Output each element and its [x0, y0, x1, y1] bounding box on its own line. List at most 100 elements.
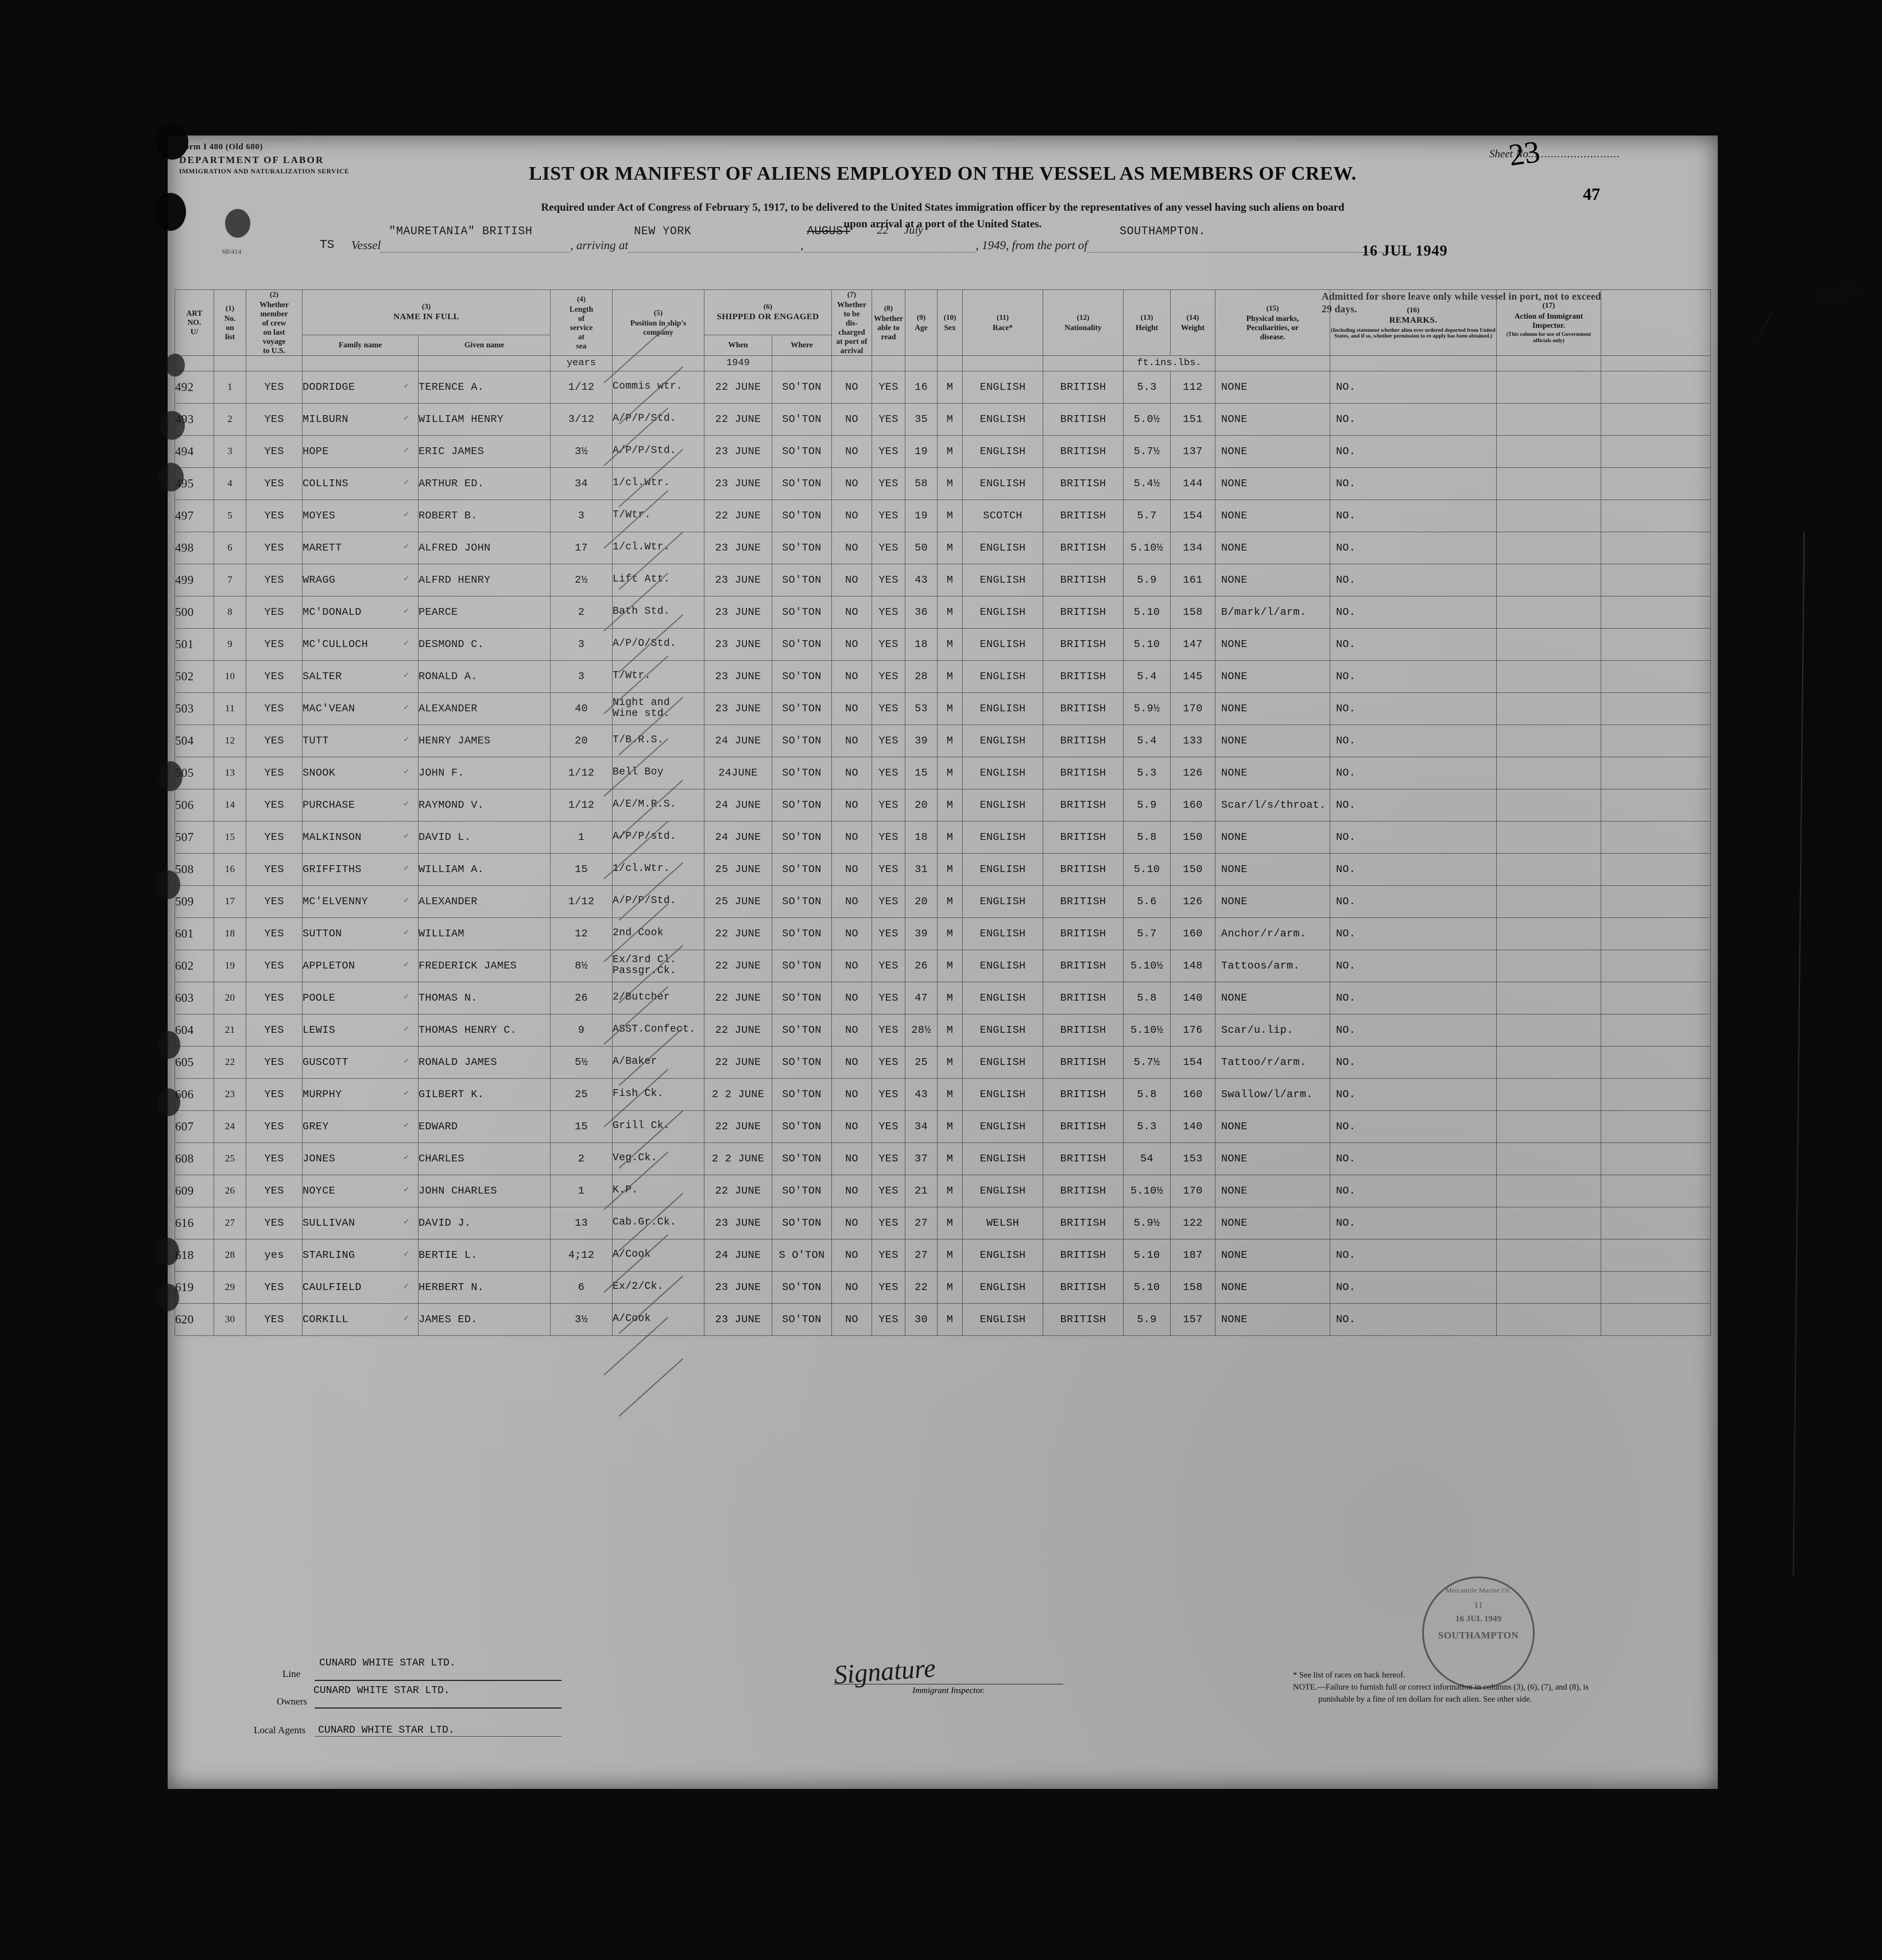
cell-shipped-where: SO'TON	[772, 531, 832, 564]
cell-article-no: 601	[175, 917, 214, 950]
table-row: 493 2 YES MILBURN ✓ WILLIAM HENRY 3/12 A/P/P/St…	[175, 402, 1711, 436]
cell-physical-marks: NONE	[1215, 1238, 1330, 1272]
table-row: 508 16 YES GRIFFITHS ✓ WILLIAM A. 15 1/cl.Wtr. 2…	[175, 853, 1711, 886]
checkmark-icon: ✓	[404, 831, 409, 841]
cell-remarks: NO.	[1330, 1174, 1497, 1207]
cell-shipped-when: 24JUNE	[704, 756, 772, 789]
cell-crew-last-voyage: YES	[246, 370, 303, 404]
cell-position: T/B.R.S.	[612, 724, 704, 757]
unit-blank-7	[831, 355, 872, 371]
cell-inspector-action	[1496, 756, 1601, 789]
cell-list-no: 9	[214, 627, 246, 661]
table-row: 505 13 YES SNOOK ✓ JOHN F. 1/12 Bell Boy 24JUNE S…	[175, 756, 1711, 789]
cell-physical-marks: NONE	[1215, 402, 1330, 436]
cell-family-name: HOPE ✓	[302, 435, 419, 468]
cell-family-name: GUSCOTT ✓	[302, 1045, 419, 1079]
table-units-row: years 1949 ft.ins.lbs.	[175, 355, 1711, 371]
cell-service-length: 3½	[550, 435, 613, 468]
cell-shipped-when: 25 JUNE	[704, 853, 772, 886]
unit-blank-margin	[1601, 355, 1711, 371]
cell-race: ENGLISH	[962, 1078, 1043, 1111]
cell-crew-last-voyage: YES	[246, 660, 303, 693]
header-col-9: (9) Age	[905, 289, 938, 356]
header-col-8: (8) Whether able to read	[872, 289, 905, 356]
cell-able-to-read: YES	[872, 1078, 905, 1111]
departure-port-value: SOUTHAMPTON.	[1120, 225, 1206, 238]
cell-position: Ex/3rd Cl. Passgr.Ck.	[612, 949, 704, 982]
cell-able-to-read: YES	[872, 724, 905, 757]
cell-list-no: 18	[214, 917, 246, 950]
cell-age: 20	[905, 885, 938, 918]
cell-sex: M	[937, 595, 963, 629]
cell-margin	[1601, 660, 1711, 693]
cell-given-name: THOMAS N.	[418, 981, 551, 1014]
cell-age: 28½	[905, 1013, 938, 1047]
cell-able-to-read: YES	[872, 820, 905, 854]
vessel-name-value: "MAURETANIA" BRITISH	[389, 225, 533, 238]
cell-height: 5.10½	[1123, 531, 1171, 564]
cell-list-no: 8	[214, 595, 246, 629]
cell-age: 27	[905, 1238, 938, 1272]
cell-service-length: 15	[550, 853, 613, 886]
cell-height: 5.8	[1123, 981, 1171, 1014]
cell-article-no: 603	[175, 981, 214, 1014]
cell-nationality: BRITISH	[1043, 467, 1124, 500]
cell-race: ENGLISH	[962, 853, 1043, 886]
table-row: 601 18 YES SUTTON ✓ WILLIAM 12 2nd Cook 22 JUNE S…	[175, 917, 1711, 950]
sheet-number-label: Sheet No.	[1489, 148, 1531, 160]
cell-margin	[1601, 1110, 1711, 1143]
cell-height: 5.8	[1123, 1078, 1171, 1111]
cell-service-length: 40	[550, 692, 613, 725]
table-row: 605 22 YES GUSCOTT ✓ RONALD JAMES 5½ A/Baker 22 …	[175, 1045, 1711, 1079]
cell-nationality: BRITISH	[1043, 370, 1124, 404]
cell-race: ENGLISH	[962, 627, 1043, 661]
penalty-note-line-2: punishable by a fine of ten dollars for …	[1318, 1695, 1532, 1705]
cell-inspector-action	[1496, 885, 1601, 918]
cell-age: 58	[905, 467, 938, 500]
cell-remarks: NO.	[1330, 949, 1497, 982]
unit-blank-17	[1496, 355, 1601, 371]
handwritten-day: 22	[877, 224, 889, 237]
cell-discharged: NO	[831, 949, 872, 982]
agents-field: Local Agents CUNARD WHITE STAR LTD.	[254, 1725, 455, 1736]
cell-margin	[1601, 1270, 1711, 1304]
cell-age: 22	[905, 1270, 938, 1304]
cell-article-no: 501	[175, 627, 214, 661]
table-row: 619 29 YES CAULFIELD ✓ HERBERT N. 6 Ex/2/Ck. 23 …	[175, 1270, 1711, 1304]
cell-remarks: NO.	[1330, 402, 1497, 436]
cell-service-length: 9	[550, 1013, 613, 1047]
cell-age: 28	[905, 660, 938, 693]
checkmark-icon: ✓	[404, 767, 409, 777]
penalty-note-line-1: NOTE.—Failure to furnish full or correct…	[1293, 1683, 1589, 1692]
cell-nationality: BRITISH	[1043, 917, 1124, 950]
cell-margin	[1601, 1174, 1711, 1207]
line-label: Line	[282, 1668, 301, 1679]
cell-weight: 160	[1170, 788, 1215, 822]
subtitle-line-1: Required under Act of Congress of Februa…	[541, 202, 1345, 214]
cell-margin	[1601, 820, 1711, 854]
cell-service-length: 5½	[550, 1045, 613, 1079]
cell-race: ENGLISH	[962, 595, 1043, 629]
sheet-number-value: 23	[1507, 134, 1542, 173]
pen-diagonal-mark	[618, 1358, 684, 1417]
cell-race: ENGLISH	[962, 885, 1043, 918]
cell-able-to-read: YES	[872, 1110, 905, 1143]
cell-weight: 153	[1170, 1142, 1215, 1175]
cell-given-name: CHARLES	[418, 1142, 551, 1175]
cell-family-name: LEWIS ✓	[302, 1013, 419, 1047]
cell-list-no: 7	[214, 563, 246, 596]
cell-given-name: JOHN F.	[418, 756, 551, 789]
cell-able-to-read: YES	[872, 1174, 905, 1207]
checkmark-icon: ✓	[404, 960, 409, 970]
cell-given-name: HERBERT N.	[418, 1270, 551, 1304]
cell-able-to-read: YES	[872, 370, 905, 404]
cell-family-name: STARLING ✓	[302, 1238, 419, 1272]
cell-sex: M	[937, 563, 963, 596]
signature-caption: Immigrant Inspector.	[912, 1686, 985, 1695]
handwritten-month: July	[904, 224, 923, 237]
cell-service-length: 13	[550, 1206, 613, 1239]
cell-age: 18	[905, 627, 938, 661]
ink-dot	[156, 870, 180, 899]
cell-race: ENGLISH	[962, 1270, 1043, 1304]
owners-label: Owners	[277, 1696, 307, 1707]
